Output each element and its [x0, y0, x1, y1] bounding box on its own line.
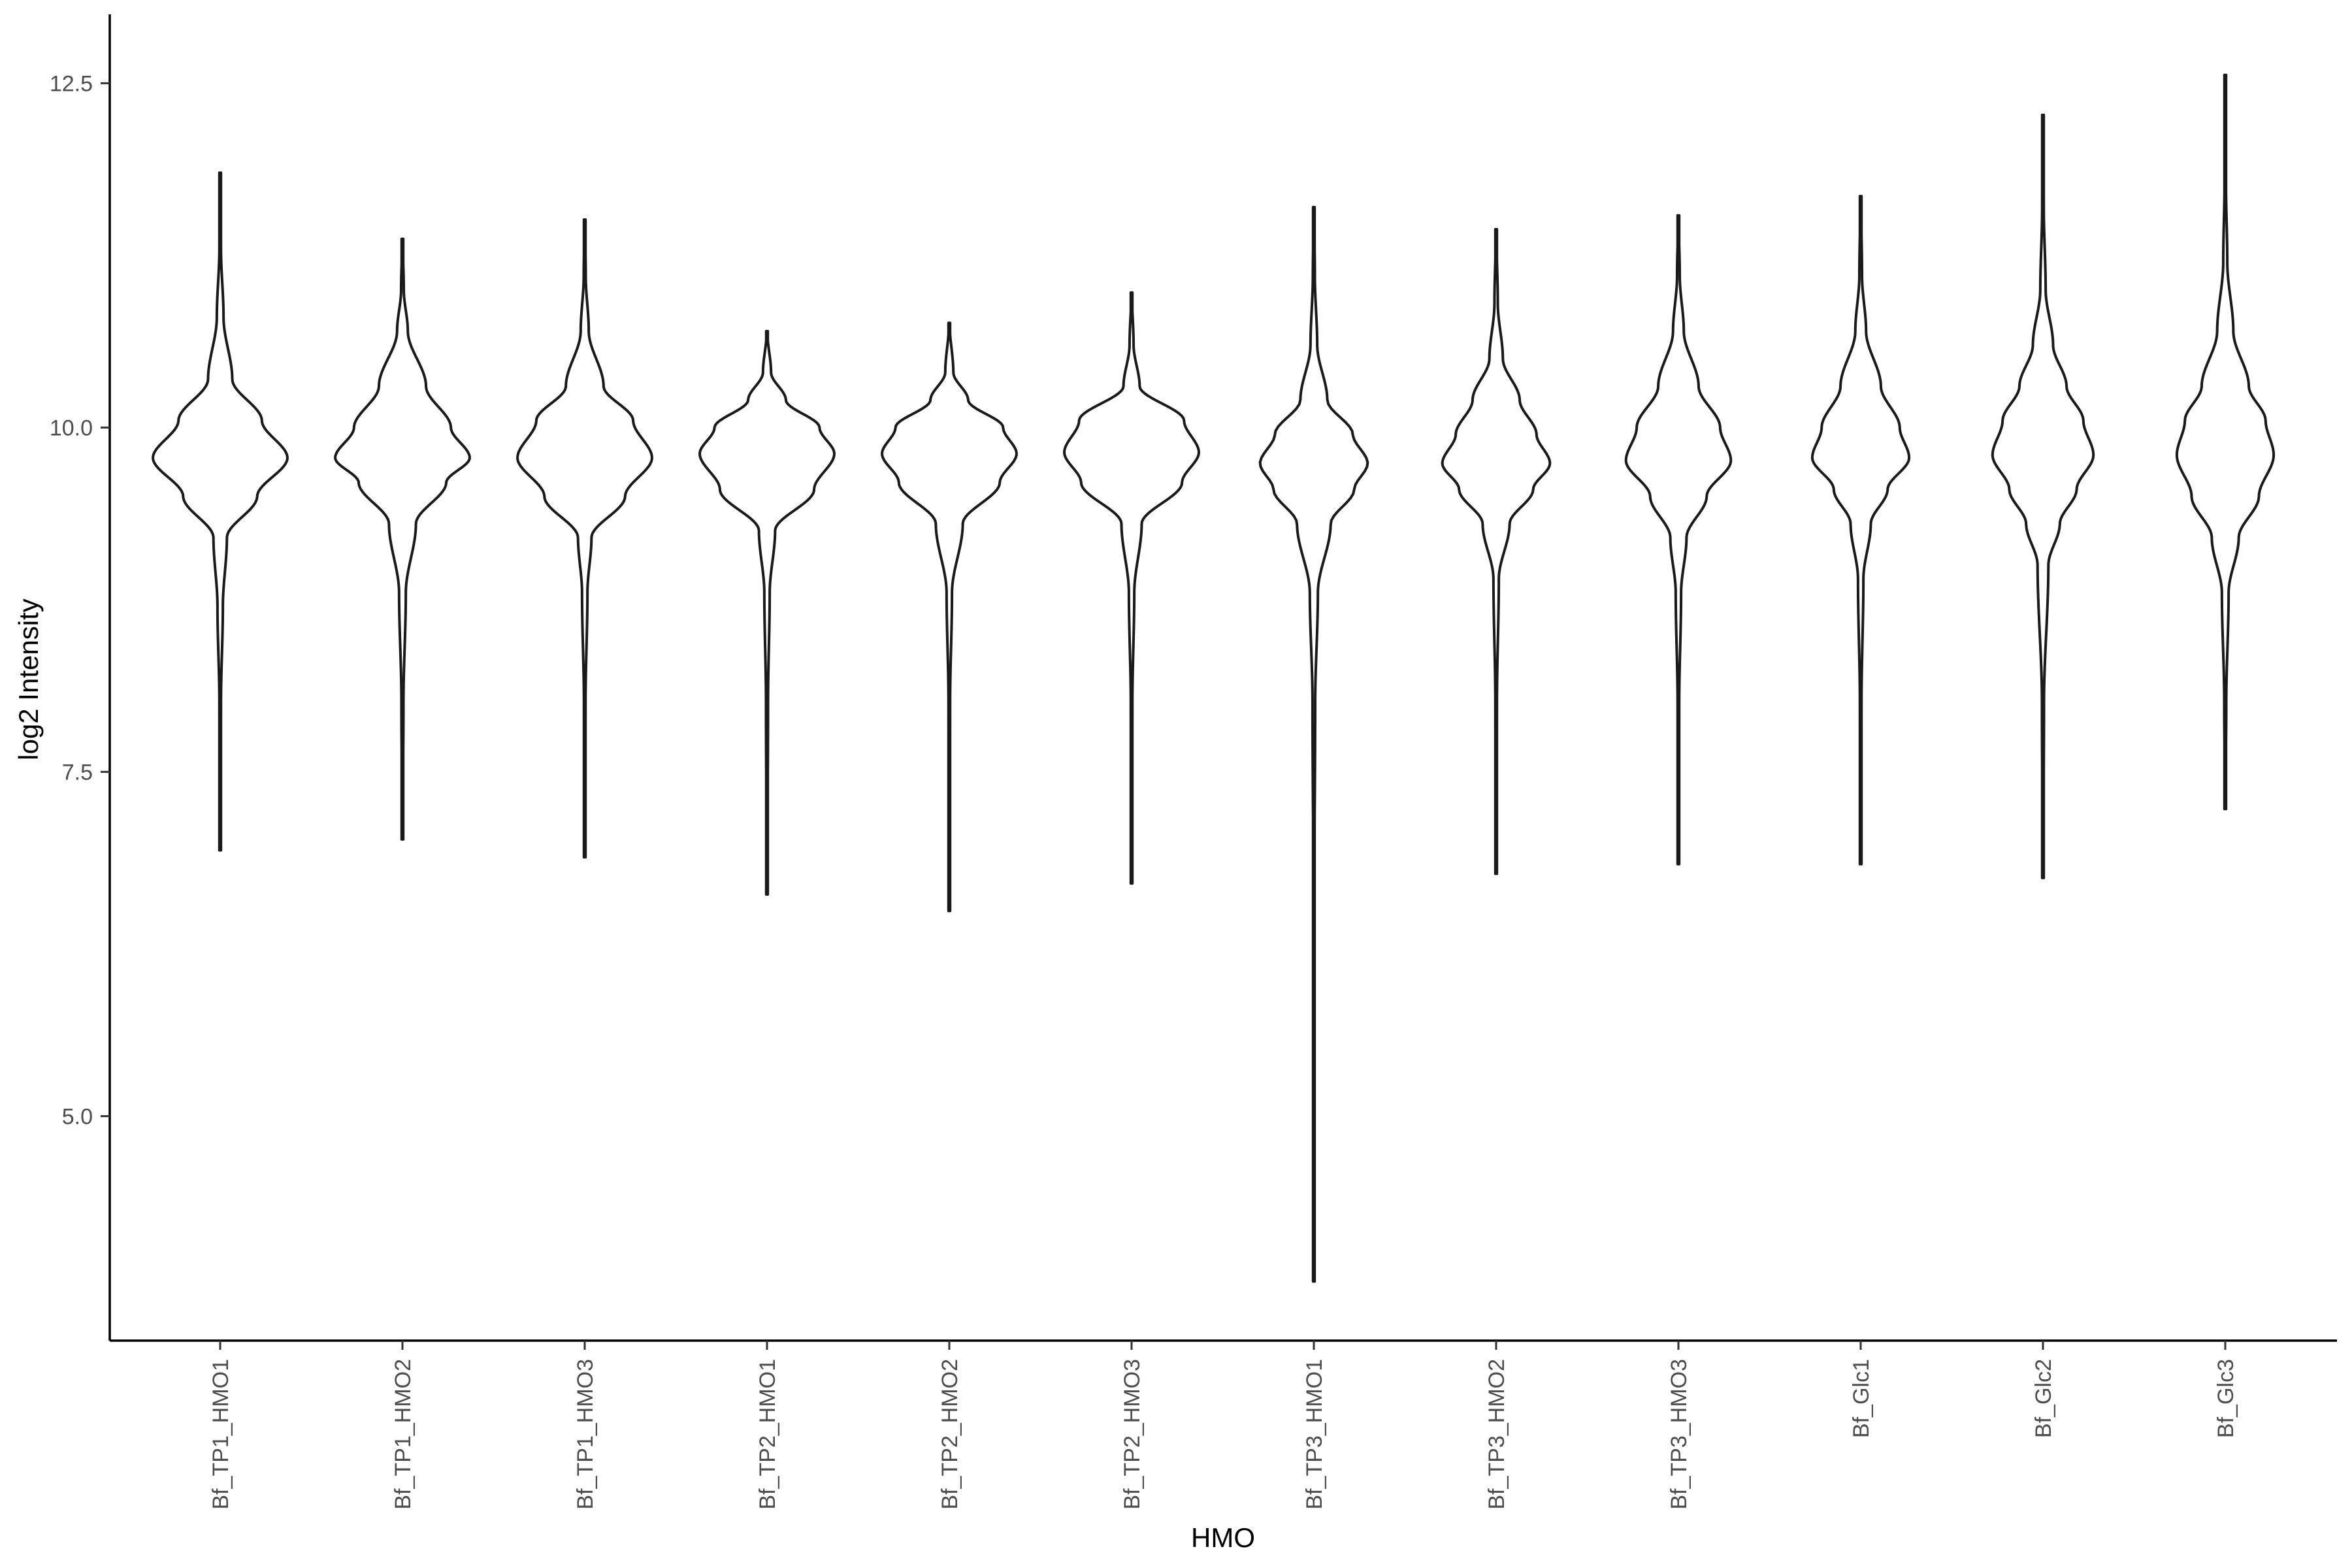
x-tick-label: Bf_Glc2: [2031, 1359, 2056, 1438]
x-tick-label: Bf_TP2_HMO2: [938, 1359, 962, 1510]
violin-Bf_TP1_HMO2: [334, 237, 471, 841]
x-tick-label: Bf_Glc1: [1849, 1359, 1874, 1438]
x-axis-ticks: Bf_TP1_HMO1 Bf_TP1_HMO2 Bf_TP1_HMO3 Bf_TP2_…: [208, 1341, 2238, 1510]
violin-Bf_Glc2: [1991, 113, 2095, 879]
violin-Bf_TP3_HMO1: [1258, 206, 1369, 1283]
violin-Bf_TP3_HMO2: [1441, 227, 1552, 875]
x-tick-label: Bf_TP3_HMO1: [1302, 1359, 1327, 1510]
y-axis-ticks: 5.0 7.5 10.0 12.5: [50, 71, 110, 1129]
violin-Bf_TP3_HMO3: [1624, 214, 1733, 866]
x-axis-title: HMO: [1191, 1522, 1255, 1553]
violin-Bf_TP1_HMO3: [516, 218, 653, 859]
violin-Bf_TP2_HMO1: [698, 329, 836, 896]
x-tick-label: Bf_TP3_HMO3: [1667, 1359, 1691, 1510]
y-tick-label: 7.5: [62, 760, 93, 785]
violin-layer: [152, 73, 2276, 1283]
y-axis-title: log2 Intensity: [13, 598, 44, 760]
x-tick-label: Bf_TP3_HMO2: [1484, 1359, 1509, 1510]
violin-Bf_TP2_HMO2: [881, 321, 1018, 913]
x-tick-label: Bf_Glc3: [2213, 1359, 2238, 1438]
y-tick-label: 12.5: [50, 71, 93, 96]
y-tick-label: 10.0: [50, 416, 93, 440]
violin-Bf_TP2_HMO3: [1063, 291, 1200, 885]
x-tick-label: Bf_TP2_HMO1: [755, 1359, 780, 1510]
y-tick-label: 5.0: [62, 1104, 93, 1129]
violin-Bf_TP1_HMO1: [152, 171, 289, 852]
violin-Bf_Glc3: [2175, 73, 2276, 811]
x-tick-label: Bf_TP1_HMO2: [391, 1359, 416, 1510]
violin-Bf_Glc1: [1810, 195, 1911, 866]
x-tick-label: Bf_TP1_HMO1: [208, 1359, 233, 1510]
x-tick-label: Bf_TP2_HMO3: [1120, 1359, 1145, 1510]
x-tick-label: Bf_TP1_HMO3: [573, 1359, 598, 1510]
